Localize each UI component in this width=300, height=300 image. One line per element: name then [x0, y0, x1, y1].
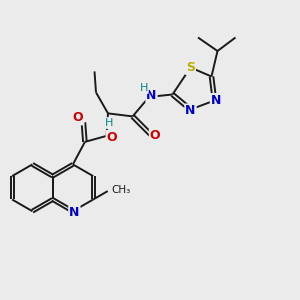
Text: S: S	[186, 61, 195, 74]
Text: N: N	[69, 206, 80, 219]
Text: H: H	[105, 118, 114, 128]
Text: N: N	[211, 94, 221, 107]
Text: N: N	[146, 89, 157, 102]
Text: CH₃: CH₃	[111, 184, 130, 195]
Text: N: N	[185, 104, 196, 118]
Text: H: H	[140, 83, 148, 93]
Text: O: O	[73, 111, 83, 124]
Text: O: O	[150, 129, 160, 142]
Text: O: O	[106, 131, 117, 144]
